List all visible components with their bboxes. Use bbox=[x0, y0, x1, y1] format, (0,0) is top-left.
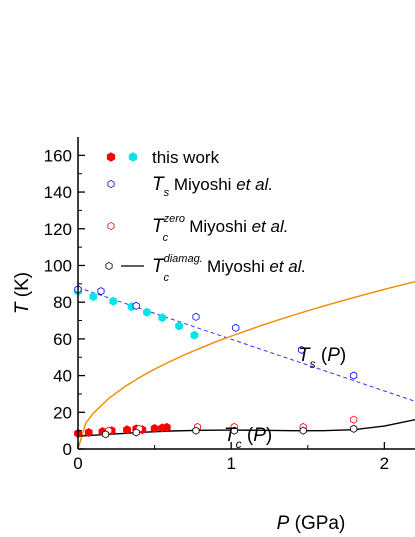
legend-marker-open bbox=[107, 221, 115, 231]
legend-marker-open bbox=[107, 179, 115, 189]
legend-label: this work bbox=[152, 148, 220, 167]
phase-annotation: Ts (P) bbox=[298, 345, 346, 371]
legend-subscript: c bbox=[164, 272, 170, 284]
annotation-arg: P bbox=[327, 345, 340, 366]
legend-text-body: Miyoshi bbox=[185, 217, 252, 236]
legend-etal: et al. bbox=[269, 257, 306, 276]
legend-superscript: zero bbox=[163, 213, 185, 225]
x-tick-label: 2 bbox=[380, 454, 389, 473]
y-tick-label: 100 bbox=[44, 256, 72, 275]
y-axis-var: T bbox=[12, 301, 33, 314]
annotation-subscript: c bbox=[236, 437, 242, 451]
axes: 0 20 40 60 80 100 120 140 160 0 1 2 P (GPa) T (K) bbox=[12, 137, 415, 534]
data-point-this-work bbox=[84, 427, 93, 437]
y-tick-label: 20 bbox=[53, 403, 72, 422]
data-point-miyoshi bbox=[299, 426, 307, 435]
legend-symbol: T bbox=[152, 216, 165, 237]
legend-text-body: Miyoshi bbox=[169, 175, 236, 194]
legend-symbol: T bbox=[152, 174, 165, 195]
y-tick-label: 80 bbox=[53, 293, 72, 312]
annotation-paren: ) bbox=[340, 345, 346, 366]
data-point-this-work bbox=[158, 313, 167, 323]
legend-label: Tzero c Miyoshi et al. bbox=[152, 213, 288, 244]
y-tick-label: 0 bbox=[63, 440, 72, 459]
y-axis-title: T (K) bbox=[12, 272, 33, 314]
annotations: Ts (P)Tc (P) bbox=[224, 345, 346, 451]
data-point-miyoshi bbox=[230, 426, 238, 435]
y-tick-label: 60 bbox=[53, 330, 72, 349]
legend-label: Tdiamag. c Miyoshi et al. bbox=[152, 253, 306, 284]
x-axis-unit: (GPa) bbox=[289, 513, 345, 534]
legend-text-body: Miyoshi bbox=[202, 257, 269, 276]
legend-subscript: c bbox=[163, 232, 169, 244]
legend-subscript: s bbox=[164, 187, 170, 199]
data-point-miyoshi bbox=[350, 415, 358, 424]
x-tick-label: 0 bbox=[73, 454, 82, 473]
legend-marker-cyan bbox=[128, 152, 138, 162]
data-point-miyoshi bbox=[350, 371, 358, 380]
annotation-paren: ( bbox=[316, 345, 328, 366]
legend-etal: et al. bbox=[252, 217, 289, 236]
data-point-this-work bbox=[175, 321, 183, 331]
data-point-this-work bbox=[162, 422, 171, 432]
legend-marker-open bbox=[105, 261, 113, 271]
data-point-this-work bbox=[123, 425, 131, 435]
data-point-miyoshi bbox=[132, 301, 140, 310]
y-tick-label: 140 bbox=[44, 183, 72, 202]
data-point-miyoshi bbox=[192, 426, 200, 435]
y-tick-label: 160 bbox=[44, 146, 72, 165]
annotation-paren: ( bbox=[242, 425, 254, 446]
legend-etal: et al. bbox=[236, 175, 273, 194]
data-point-this-work bbox=[89, 292, 98, 302]
phase-annotation: Tc (P) bbox=[224, 425, 272, 451]
crossover-line bbox=[78, 280, 415, 449]
y-axis-unit: (K) bbox=[12, 272, 33, 303]
data-point-miyoshi bbox=[298, 345, 306, 354]
annotation-symbol: T bbox=[298, 345, 311, 366]
data-points bbox=[74, 285, 358, 439]
x-tick-label: 1 bbox=[226, 454, 235, 473]
legend-superscript: diamag. bbox=[164, 253, 203, 265]
data-point-miyoshi bbox=[192, 312, 200, 321]
legend-label: Ts Miyoshi et al. bbox=[152, 174, 273, 199]
data-point-this-work bbox=[143, 307, 151, 317]
annotation-symbol: T bbox=[224, 425, 237, 446]
x-axis-var: P bbox=[277, 513, 290, 534]
data-point-miyoshi bbox=[232, 323, 240, 332]
y-tick-label: 40 bbox=[53, 367, 72, 386]
data-point-this-work bbox=[150, 423, 159, 433]
annotation-arg: P bbox=[253, 425, 266, 446]
y-tick-label: 120 bbox=[44, 220, 72, 239]
annotation-paren: ) bbox=[266, 425, 272, 446]
legend-symbol: T bbox=[152, 256, 165, 277]
data-point-miyoshi bbox=[102, 430, 110, 439]
annotation-subscript: s bbox=[310, 357, 316, 371]
x-axis-title: P (GPa) bbox=[277, 513, 346, 534]
data-point-this-work bbox=[190, 330, 199, 340]
data-point-miyoshi bbox=[97, 287, 105, 296]
data-point-miyoshi bbox=[132, 428, 140, 437]
data-point-this-work bbox=[109, 296, 118, 306]
legend-marker-red bbox=[106, 152, 116, 162]
data-point-miyoshi bbox=[350, 424, 358, 433]
